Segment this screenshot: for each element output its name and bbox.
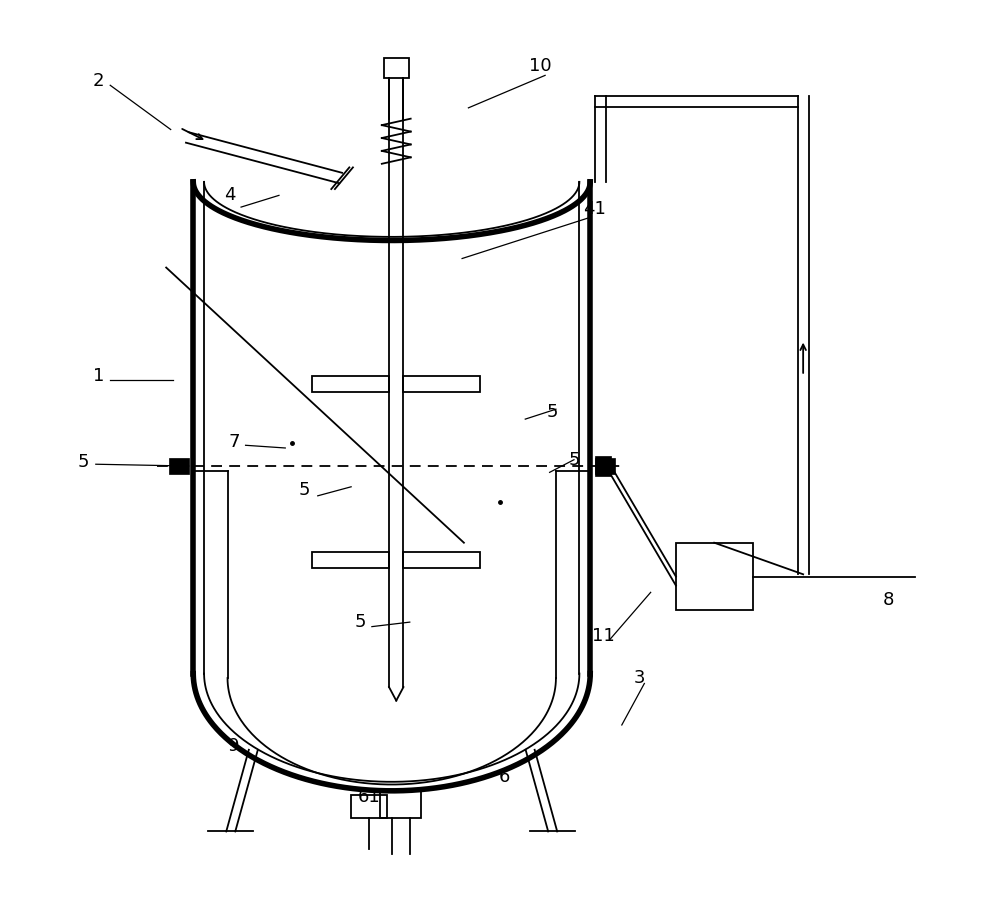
Text: 5: 5: [298, 481, 310, 500]
Text: 41: 41: [583, 200, 606, 218]
Text: 5: 5: [77, 452, 89, 471]
Text: 5: 5: [354, 613, 366, 631]
Text: 6: 6: [499, 768, 510, 786]
Bar: [384, 58, 409, 78]
Bar: [169, 458, 189, 474]
Text: 3: 3: [634, 669, 646, 687]
Bar: [676, 543, 753, 610]
Bar: [595, 456, 611, 476]
Text: 10: 10: [529, 57, 552, 75]
Text: 4: 4: [224, 186, 235, 205]
Text: 11: 11: [592, 626, 615, 644]
Text: 1: 1: [93, 367, 104, 385]
Text: 2: 2: [93, 71, 104, 90]
Text: 5: 5: [547, 403, 558, 421]
Bar: [312, 552, 389, 568]
Bar: [403, 376, 480, 392]
Text: 5: 5: [568, 451, 580, 469]
Bar: [351, 795, 387, 818]
Text: 7: 7: [228, 433, 240, 451]
Bar: [595, 458, 615, 474]
Text: 61: 61: [358, 788, 381, 806]
Bar: [380, 791, 421, 818]
Bar: [403, 552, 480, 568]
Text: 9: 9: [228, 737, 240, 755]
Bar: [312, 376, 389, 392]
Text: 8: 8: [882, 591, 894, 608]
